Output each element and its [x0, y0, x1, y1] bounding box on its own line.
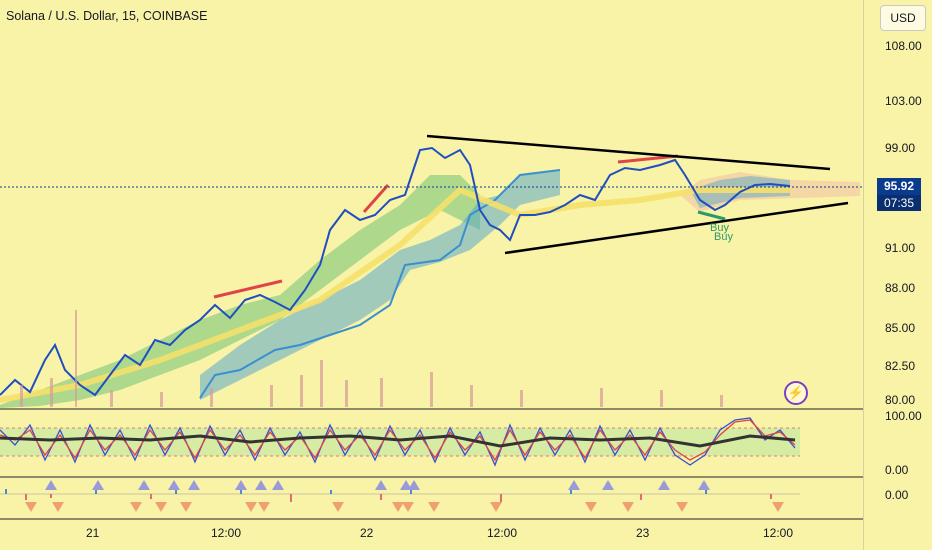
- resistance-line-1: [213, 279, 283, 299]
- buy-signal-1: Buy: [710, 222, 729, 234]
- price-label: 91.00: [885, 241, 916, 255]
- time-label: 12:00: [211, 526, 242, 540]
- momentum-triangles-up: [45, 480, 710, 490]
- buy-signal-2: Buy: [714, 231, 733, 243]
- momentum-label: 0.00: [885, 488, 909, 502]
- volume-bars: [20, 310, 723, 407]
- price-label: 82.50: [885, 359, 916, 373]
- price-label: 99.00: [885, 141, 916, 155]
- cloud-edge-line: [199, 169, 561, 399]
- resistance-line-3: [617, 154, 679, 164]
- support-line-green: [697, 210, 726, 221]
- lightning-icon[interactable]: ⚡: [784, 381, 808, 405]
- blue-cloud: [200, 170, 560, 400]
- candle-countdown: 07:35: [877, 195, 921, 211]
- oscillator-label: 0.00: [885, 463, 909, 477]
- current-price-badge: 95.92: [877, 178, 921, 195]
- osc-line-dark: [0, 434, 796, 448]
- time-label: 21: [86, 526, 100, 540]
- price-label: 80.00: [885, 393, 916, 407]
- time-label: 12:00: [763, 526, 794, 540]
- price-label: 88.00: [885, 281, 916, 295]
- momentum-bars: [5, 487, 772, 502]
- chart-canvas[interactable]: [0, 0, 863, 550]
- green-cloud: [0, 175, 480, 408]
- ma-band: [0, 186, 790, 403]
- currency-button[interactable]: USD: [880, 5, 926, 31]
- price-label: 103.00: [885, 94, 922, 108]
- price-label: 85.00: [885, 321, 916, 335]
- symbol-title: Solana / U.S. Dollar, 15, COINBASE: [6, 9, 208, 23]
- oscillator-label: 100.00: [885, 409, 922, 423]
- time-label: 23: [636, 526, 650, 540]
- price-series: [0, 146, 791, 397]
- momentum-triangles-down: [25, 502, 784, 512]
- lower-trendline: [504, 201, 849, 255]
- upper-trendline: [426, 134, 831, 171]
- resistance-line-2: [362, 184, 390, 213]
- time-label: 22: [360, 526, 374, 540]
- price-label: 108.00: [885, 39, 922, 53]
- time-label: 12:00: [487, 526, 518, 540]
- price-axis[interactable]: [863, 0, 932, 550]
